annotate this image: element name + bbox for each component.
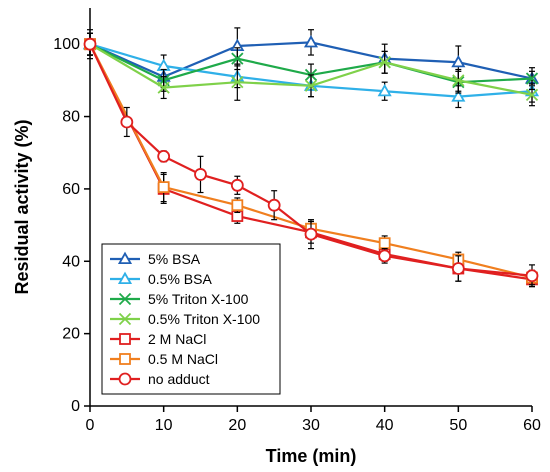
legend-marker [118, 372, 132, 386]
x-tick-label: 10 [155, 417, 173, 434]
legend-entry: 0.5% BSA [110, 271, 212, 287]
x-tick-label: 40 [376, 417, 394, 434]
legend-marker [119, 333, 131, 345]
marker-stroke [118, 292, 132, 306]
legend-marker [119, 353, 131, 365]
series-6 [83, 29, 539, 288]
data-point [304, 227, 318, 241]
data-point [230, 178, 244, 192]
legend-label: 0.5 M NaCl [148, 351, 218, 367]
data-point [304, 79, 318, 92]
marker-stroke [118, 312, 132, 326]
marker-stroke [231, 52, 244, 65]
y-tick-label: 40 [62, 253, 80, 270]
data-point [378, 237, 391, 250]
data-point [378, 249, 392, 263]
y-tick-label: 60 [62, 181, 80, 198]
marker-stroke [157, 81, 170, 94]
data-point [194, 168, 207, 181]
data-point [231, 76, 244, 89]
data-point [231, 52, 244, 65]
legend-entry: 0.5% Triton X-100 [110, 311, 260, 327]
data-point [451, 262, 465, 275]
marker-stroke [525, 72, 539, 85]
x-tick-label: 30 [302, 417, 320, 434]
marker-stroke [525, 88, 539, 101]
legend-marker [117, 251, 133, 265]
legend-label: no adduct [148, 371, 210, 387]
x-tick-label: 60 [523, 417, 541, 434]
legend: 5% BSA 0.5% BSA 5% Triton X-100 0.5% Triton… [101, 243, 281, 395]
marker-stroke [304, 79, 318, 92]
x-tick-label: 20 [228, 417, 246, 434]
x-tick-label: 50 [449, 417, 467, 434]
data-point [451, 54, 466, 68]
legend-marker [118, 292, 132, 306]
marker-stroke [378, 56, 391, 69]
legend-label: 0.5% BSA [148, 271, 212, 287]
legend-entry: 0.5 M NaCl [110, 351, 218, 367]
y-axis-label: Residual activity (%) [12, 119, 32, 294]
x-tick-label: 0 [86, 417, 95, 434]
y-tick-label: 80 [62, 109, 80, 126]
legend-marker [117, 271, 133, 285]
y-tick-label: 20 [62, 326, 80, 343]
data-point [525, 88, 539, 101]
marker-stroke [231, 76, 244, 89]
legend-entry: 5% BSA [110, 251, 201, 267]
data-point [451, 89, 466, 102]
data-point [157, 149, 171, 163]
data-point [525, 269, 539, 283]
data-point [83, 37, 97, 51]
data-point [157, 181, 170, 194]
data-point [120, 115, 134, 129]
axes: 0 20 40 60 80 100 0 10 20 30 40 50 60 [53, 8, 541, 434]
y-tick-label: 0 [71, 398, 80, 415]
data-point [157, 81, 170, 94]
data-point [525, 72, 539, 85]
legend-entry: no adduct [110, 371, 210, 387]
series-line [89, 43, 533, 277]
y-tick-label: 100 [53, 36, 80, 53]
data-point [377, 83, 392, 97]
x-axis-label: Time (min) [266, 446, 357, 466]
legend-label: 2 M NaCl [148, 331, 206, 347]
series-layer [82, 27, 540, 288]
data-point [231, 199, 244, 212]
marker-stroke [452, 74, 465, 87]
legend-label: 5% Triton X-100 [148, 291, 249, 307]
data-point [303, 35, 319, 48]
legend-marker [118, 312, 132, 326]
legend-entry: 5% Triton X-100 [110, 291, 249, 307]
data-point [267, 198, 281, 212]
legend-label: 5% BSA [148, 251, 201, 267]
data-point [452, 74, 465, 87]
data-point [378, 56, 391, 69]
legend-label: 0.5% Triton X-100 [148, 311, 260, 327]
legend-entry: 2 M NaCl [110, 331, 206, 347]
